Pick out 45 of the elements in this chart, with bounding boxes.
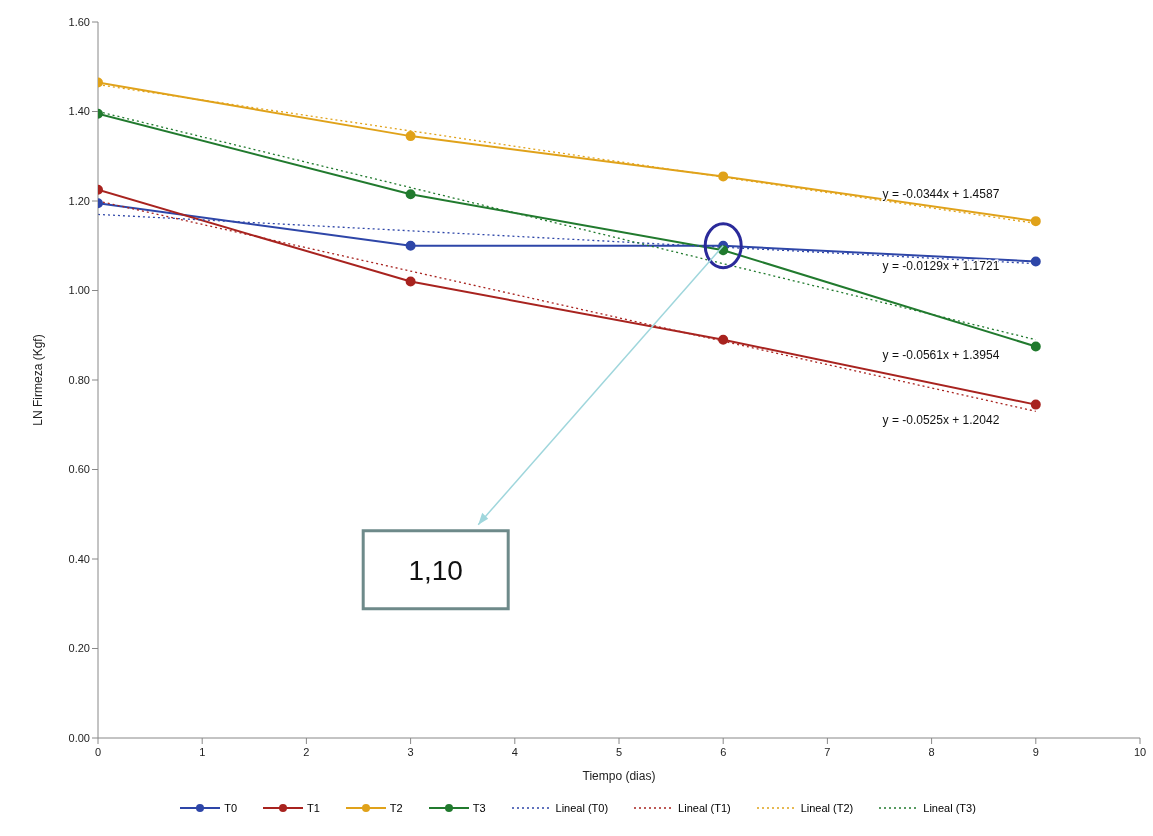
x-tick-label: 7 xyxy=(824,745,831,758)
point xyxy=(405,276,416,287)
legend-label: Lineal (T2) xyxy=(800,802,854,814)
point xyxy=(1030,341,1041,352)
legend-label: T0 xyxy=(224,802,237,814)
x-tick-label: 1 xyxy=(199,745,206,758)
legend-label: T3 xyxy=(472,802,486,814)
x-tick-label: 2 xyxy=(303,745,310,758)
x-tick-label: 5 xyxy=(615,745,623,758)
annotation: y = -0.0129x + 1.1721 xyxy=(882,258,1000,273)
y-tick-label: 0.20 xyxy=(68,642,90,655)
y-axis-title: LN Firmeza (Kgf) xyxy=(31,334,46,426)
x-axis-title: Tiempo (dias) xyxy=(582,769,656,783)
legend-label: T2 xyxy=(389,802,403,814)
annotation: y = -0.0525x + 1.2042 xyxy=(882,412,1000,427)
point xyxy=(718,334,729,345)
point xyxy=(718,171,729,182)
x-tick-label: 8 xyxy=(928,745,935,758)
y-tick-label: 0.40 xyxy=(68,552,90,565)
point xyxy=(405,240,416,251)
x-tick-label: 0 xyxy=(94,745,102,758)
legend-label: Lineal (T0) xyxy=(555,802,609,814)
x-tick-label: 10 xyxy=(1133,745,1147,758)
annotation: y = -0.0561x + 1.3954 xyxy=(882,348,1000,363)
legend-label: T1 xyxy=(307,802,320,814)
x-tick-label: 3 xyxy=(407,745,414,758)
point xyxy=(405,131,416,142)
y-tick-label: 1.20 xyxy=(68,194,90,207)
x-tick-label: 4 xyxy=(511,745,518,758)
point xyxy=(1030,256,1041,267)
x-tick-label: 6 xyxy=(720,745,727,758)
x-tick-label: 9 xyxy=(1032,745,1039,758)
y-tick-label: 1.60 xyxy=(68,15,90,28)
annotation: 1,10 xyxy=(408,554,463,586)
y-tick-label: 0.60 xyxy=(68,463,90,476)
y-tick-label: 1.40 xyxy=(68,105,90,118)
point xyxy=(1030,216,1041,227)
y-tick-label: 0.00 xyxy=(68,731,90,744)
y-tick-label: 0.80 xyxy=(68,373,90,386)
point xyxy=(405,189,416,200)
annotation: y = -0.0344x + 1.4587 xyxy=(882,186,1000,201)
legend-label: Lineal (T3) xyxy=(923,802,976,814)
point xyxy=(1030,399,1041,410)
legend-label: Lineal (T1) xyxy=(678,802,731,814)
y-tick-label: 1.00 xyxy=(68,284,90,297)
